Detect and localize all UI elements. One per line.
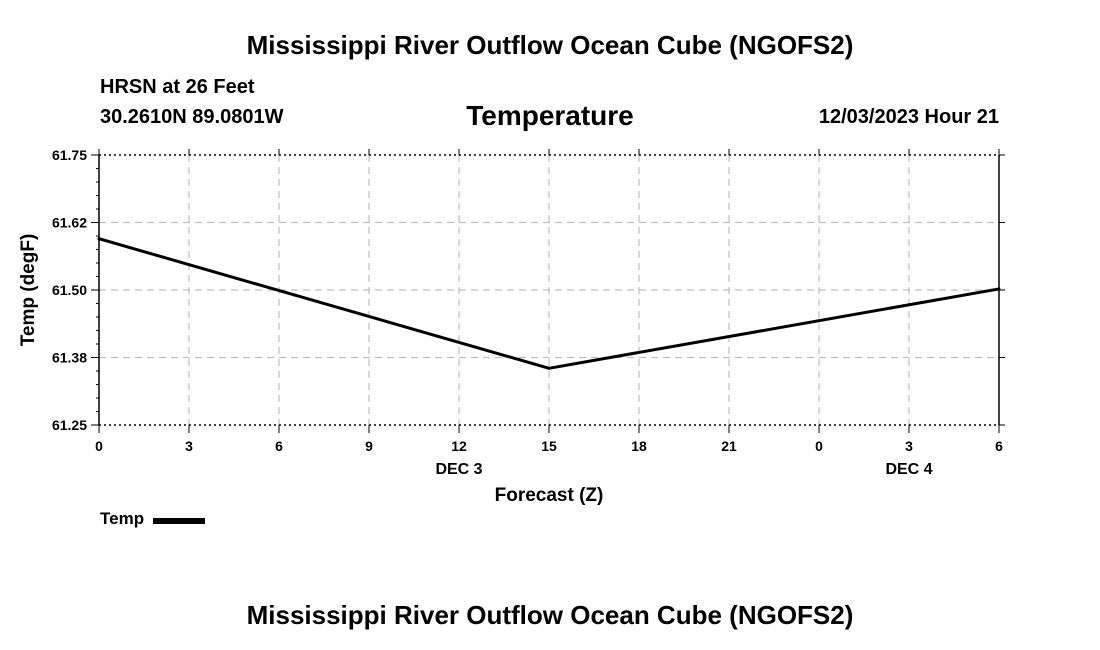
data-point-temp — [547, 366, 551, 370]
data-point-temp — [997, 287, 1001, 291]
axis-labels: 0 3 6 9 12 15 18 21 0 3 6 61.25 61.38 61.50 61.62 61.75… — [18, 147, 1003, 506]
station-name: HRSN at 26 Feet — [100, 76, 255, 98]
legend-label: Temp — [100, 509, 145, 528]
y-tick-label: 61.50 — [52, 282, 87, 298]
x-date-label: DEC 3 — [435, 461, 482, 478]
x-tick-label: 3 — [185, 438, 193, 454]
data-point-temp — [97, 237, 101, 241]
chart-title: Temperature — [466, 100, 634, 131]
main-title: Mississippi River Outflow Ocean Cube (NG… — [246, 30, 854, 60]
legend: Temp — [100, 509, 206, 529]
y-tick-label: 61.75 — [52, 147, 87, 163]
legend-swatch — [153, 517, 206, 524]
x-tick-label: 18 — [631, 438, 647, 454]
y-tick-label: 61.62 — [52, 215, 87, 231]
x-tick-label: 15 — [541, 438, 557, 454]
x-tick-label: 9 — [365, 438, 373, 454]
grid-lines — [99, 155, 999, 425]
forecast-datetime: 12/03/2023 Hour 21 — [818, 106, 999, 128]
y-axis-title: Temp (degF) — [18, 234, 39, 347]
x-tick-label: 3 — [905, 438, 913, 454]
x-tick-label: 6 — [995, 438, 1003, 454]
x-tick-label: 6 — [275, 438, 283, 454]
y-tick-label: 61.25 — [52, 417, 87, 433]
x-tick-label: 12 — [451, 438, 467, 454]
x-date-label: DEC 4 — [885, 461, 932, 478]
x-axis-title: Forecast (Z) — [495, 485, 604, 506]
footer-title: Mississippi River Outflow Ocean Cube (NG… — [246, 600, 854, 630]
x-tick-label: 0 — [815, 438, 823, 454]
y-tick-label: 61.38 — [52, 350, 87, 366]
axes — [91, 149, 1005, 433]
x-tick-label: 0 — [95, 438, 103, 454]
station-coordinates: 30.2610N 89.0801W — [100, 106, 284, 128]
x-tick-label: 21 — [721, 438, 737, 454]
series-layer — [97, 237, 1001, 370]
